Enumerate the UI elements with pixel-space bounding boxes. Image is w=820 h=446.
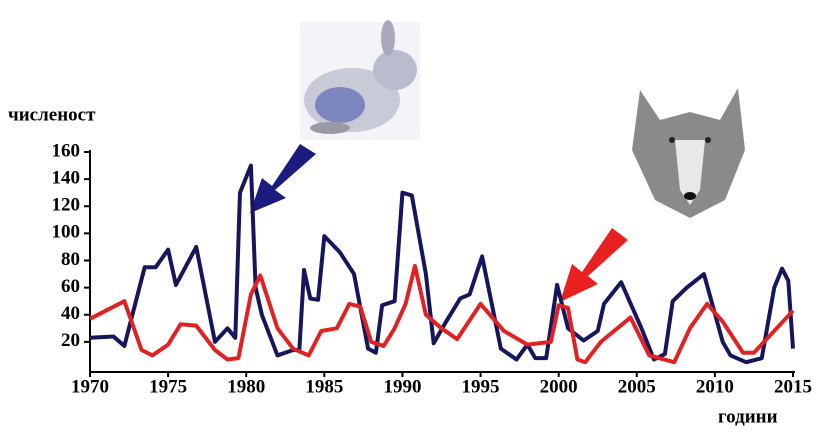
y-tick-label: 100: [52, 222, 81, 243]
y-tick-label: 160: [52, 140, 81, 161]
y-tick-label: 40: [61, 303, 80, 324]
x-tick-label: 2005: [618, 376, 656, 397]
wolf-picture: [632, 88, 745, 218]
y-tick-label: 20: [61, 330, 80, 351]
x-tick-label: 1990: [383, 376, 421, 397]
x-tick-label: 1975: [149, 376, 187, 397]
y-axis-title: численост: [8, 104, 96, 125]
x-tick-label: 1985: [305, 376, 343, 397]
blue-arrow: [250, 144, 316, 213]
x-tick-label: 1980: [227, 376, 265, 397]
y-tick-label: 120: [52, 195, 81, 216]
y-tick-label: 140: [52, 167, 81, 188]
x-tick-label: 2010: [696, 376, 734, 397]
x-tick-label: 1970: [71, 376, 109, 397]
red-arrow: [560, 228, 628, 302]
x-tick-label: 2015: [774, 376, 812, 397]
y-tick-label: 80: [61, 249, 80, 270]
chart: численост години 20 40 60 80 100 120 140 160 197…: [0, 0, 820, 446]
x-tick-label: 1995: [462, 376, 500, 397]
x-tick-label: 2000: [540, 376, 578, 397]
y-tick-label: 60: [61, 276, 80, 297]
x-axis-title: години: [718, 406, 778, 427]
series-line: [90, 266, 793, 362]
rabbit-picture: [300, 20, 420, 140]
